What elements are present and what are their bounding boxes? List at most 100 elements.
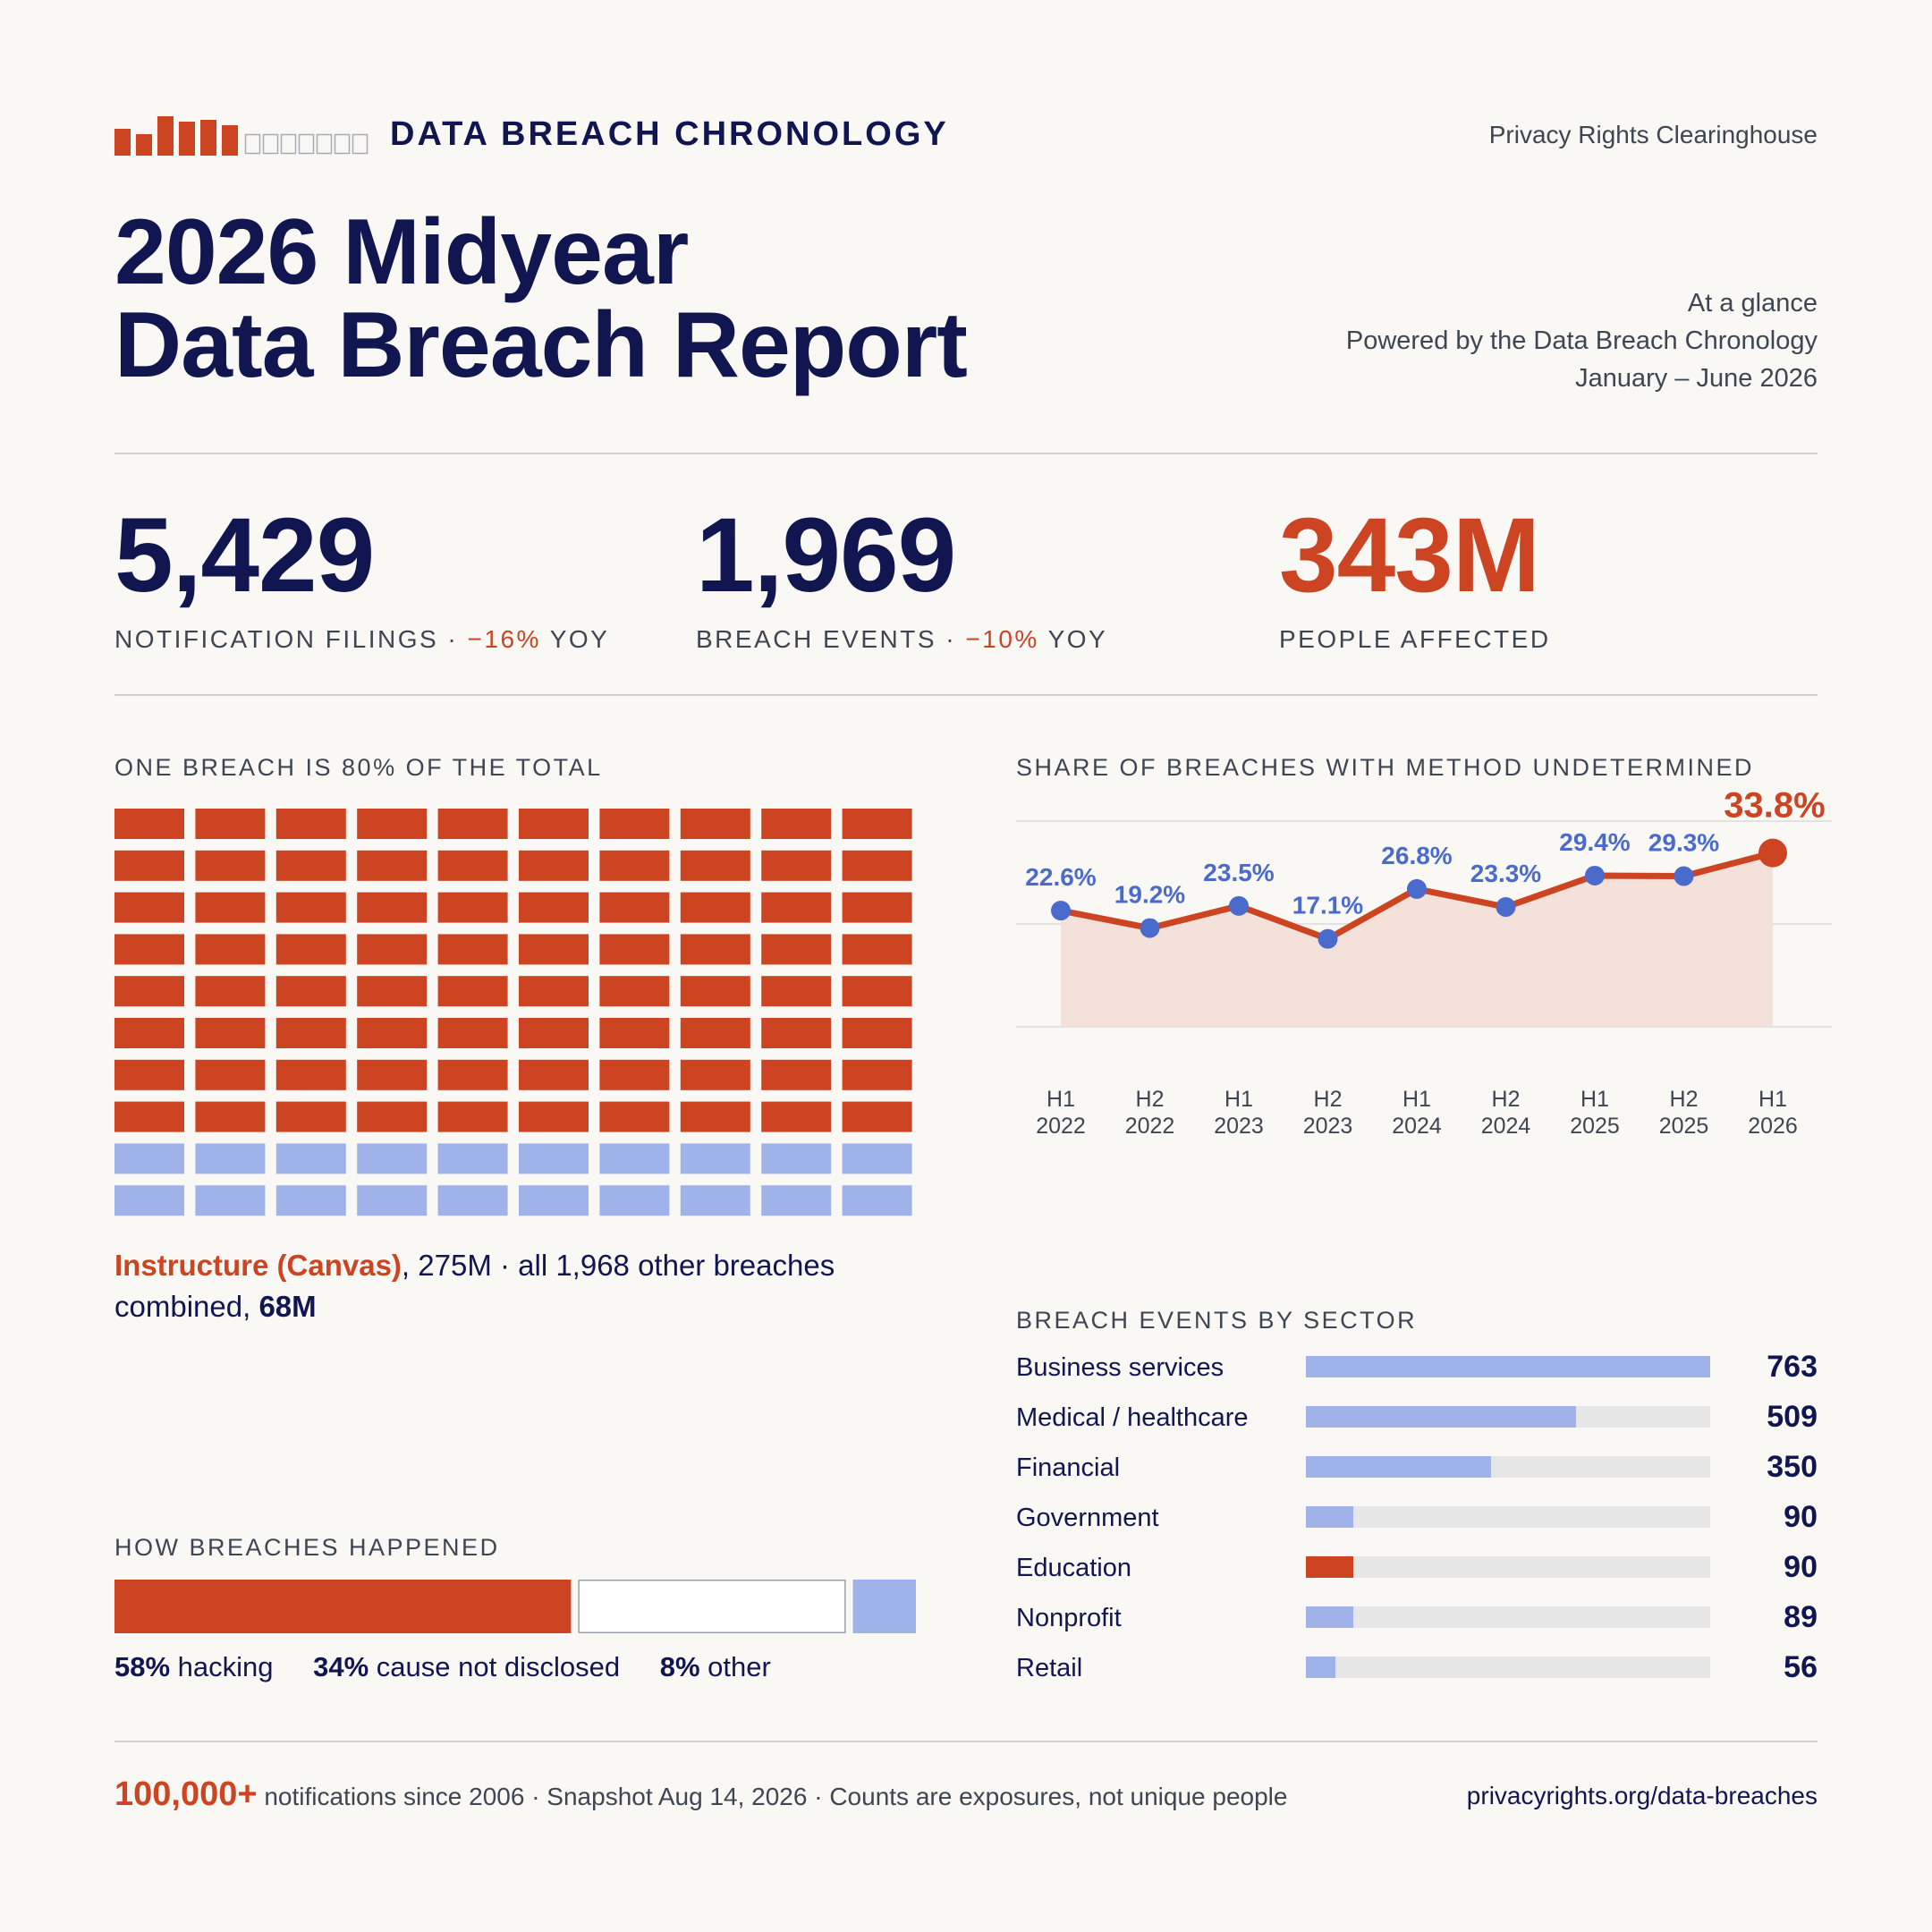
waffle-cell-instructure [114, 934, 184, 965]
waffle-caption: Instructure (Canvas), 275M · all 1,968 o… [114, 1245, 919, 1327]
sector-track [1306, 1356, 1710, 1377]
waffle-cell-instructure [599, 1059, 670, 1090]
waffle-cell-instructure [357, 1059, 428, 1090]
sector-value: 763 [1767, 1350, 1818, 1384]
waffle-cell-other [680, 1185, 750, 1216]
data-point [1674, 866, 1694, 886]
sector-track [1306, 1456, 1710, 1478]
waffle-caption-bold: 68M [258, 1290, 317, 1323]
data-point [1318, 928, 1338, 949]
footer-note: 100,000+ notifications since 2006 · Snap… [114, 1775, 1287, 1817]
waffle-cell-other [519, 1143, 589, 1174]
waffle-cell-instructure [195, 976, 266, 1007]
waffle-cell-instructure [275, 892, 346, 923]
title-line-1: 2026 Midyear [114, 200, 689, 304]
waffle-cell-instructure [599, 1018, 670, 1048]
logo-outline-box [352, 133, 369, 155]
sector-bar [1306, 1556, 1354, 1578]
waffle-cell-instructure [680, 1018, 750, 1048]
waffle-cell-instructure [761, 809, 832, 839]
at-a-glance-block: At a glance Powered by the Data Breach C… [1346, 284, 1818, 397]
method-legend: 58% hacking 34% cause not disclosed 8% o… [114, 1649, 803, 1685]
x-tick-label: 2024 [1392, 1114, 1442, 1139]
data-point [1585, 865, 1605, 886]
area-fill [1061, 852, 1773, 1027]
waffle-cell-instructure [842, 892, 912, 923]
x-tick-label: 2024 [1481, 1114, 1531, 1139]
waffle-cell-instructure [680, 1059, 750, 1090]
kpi-events-suffix: YOY [1038, 625, 1108, 653]
x-tick-label: 2022 [1125, 1114, 1175, 1139]
waffle-cell-instructure [437, 892, 508, 923]
logo-outline-box [334, 133, 351, 155]
sector-name: Medical / healthcare [1016, 1403, 1249, 1432]
waffle-cell-instructure [275, 1059, 346, 1090]
waffle-cell-instructure [599, 1101, 670, 1132]
waffle-cell-instructure [519, 976, 589, 1007]
sector-name: Retail [1016, 1654, 1083, 1682]
footer-text: notifications since 2006 · Snapshot Aug … [257, 1783, 1288, 1810]
sector-track [1306, 1506, 1710, 1528]
method-label: other [699, 1651, 771, 1682]
waffle-cell-other [437, 1143, 508, 1174]
waffle-cell-instructure [519, 1018, 589, 1048]
sector-value: 56 [1784, 1650, 1818, 1684]
sector-value: 350 [1767, 1450, 1818, 1484]
logo-outline-box [244, 133, 261, 155]
kpi-filings-value: 5,429 [114, 496, 375, 614]
waffle-cell-instructure [437, 1018, 508, 1048]
method-segment-hacking [114, 1580, 572, 1633]
x-tick-label: 2026 [1748, 1114, 1798, 1139]
waffle-cell-instructure [357, 934, 428, 965]
waffle-cell-instructure [761, 976, 832, 1007]
method-segment-cause-not-disclosed [578, 1580, 846, 1633]
waffle-cell-instructure [599, 934, 670, 965]
kpi-filings-delta: −16% [467, 625, 541, 653]
waffle-cell-instructure [842, 809, 912, 839]
waffle-cell-instructure [761, 850, 832, 881]
waffle-cell-other [761, 1143, 832, 1174]
waffle-cell-instructure [599, 850, 670, 881]
data-label: 23.5% [1203, 859, 1274, 886]
waffle-cell-instructure [114, 892, 184, 923]
method-stacked-bar [114, 1580, 916, 1633]
waffle-cell-instructure [680, 892, 750, 923]
kpi-filings-suffix: YOY [540, 625, 610, 653]
x-tick-label: H1 [1758, 1087, 1787, 1112]
waffle-cell-other [519, 1185, 589, 1216]
waffle-cell-instructure [842, 850, 912, 881]
waffle-cell-instructure [842, 1101, 912, 1132]
logo-outline-box [280, 133, 297, 155]
logo-bar [179, 122, 195, 156]
method-pct: 8% [659, 1651, 700, 1682]
kpi-filings: 5,429 NOTIFICATION FILINGS · −16% YOY [114, 503, 609, 655]
x-tick-label: H2 [1670, 1087, 1699, 1112]
sector-name: Financial [1016, 1453, 1121, 1482]
sector-bar [1306, 1406, 1576, 1428]
sector-track [1306, 1406, 1710, 1428]
line-chart-heading: SHARE OF BREACHES WITH METHOD UNDETERMIN… [1016, 754, 1755, 781]
x-tick-label: 2022 [1036, 1114, 1086, 1139]
waffle-cell-instructure [761, 892, 832, 923]
divider [114, 453, 1818, 454]
x-tick-label: 2023 [1303, 1114, 1353, 1139]
kpi-people-value: 343M [1279, 496, 1540, 614]
waffle-cell-instructure [357, 892, 428, 923]
waffle-cell-instructure [195, 892, 266, 923]
footer-url-link[interactable]: privacyrights.org/data-breaches [1466, 1782, 1818, 1809]
waffle-cell-instructure [437, 1059, 508, 1090]
kpi-events-delta: −10% [965, 625, 1039, 653]
waffle-cell-instructure [357, 850, 428, 881]
waffle-cell-instructure [842, 976, 912, 1007]
waffle-cell-instructure [519, 892, 589, 923]
sector-row: Medical / healthcare 509 [1016, 1399, 1818, 1449]
waffle-cell-instructure [842, 1018, 912, 1048]
x-tick-label: 2025 [1659, 1114, 1709, 1139]
waffle-cell-instructure [680, 850, 750, 881]
x-tick-label: H1 [1046, 1087, 1075, 1112]
waffle-cell-other [599, 1143, 670, 1174]
method-label: cause not disclosed [369, 1651, 621, 1682]
waffle-cell-instructure [114, 1101, 184, 1132]
method-legend-item: 58% hacking [114, 1651, 274, 1682]
waffle-cell-other [680, 1143, 750, 1174]
